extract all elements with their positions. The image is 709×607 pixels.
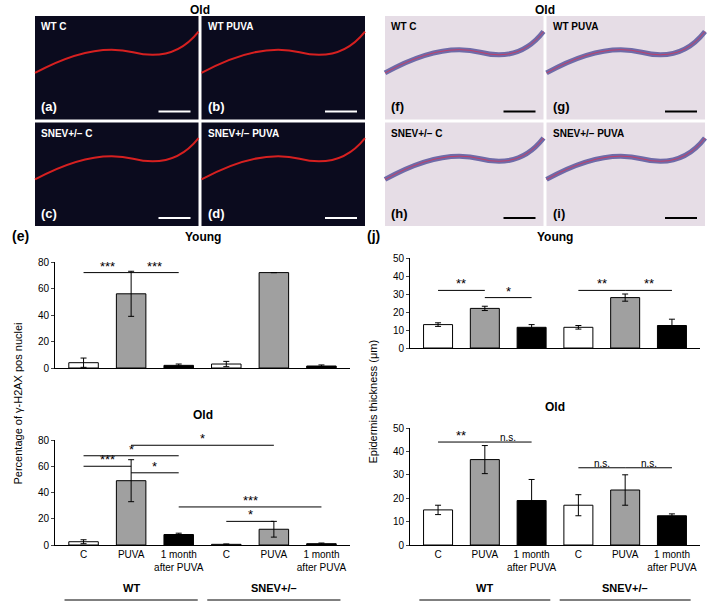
svg-text:***: ***	[100, 452, 115, 467]
svg-text:SNEV+/– PUVA: SNEV+/– PUVA	[553, 128, 624, 139]
svg-text:60: 60	[38, 461, 50, 472]
svg-text:20: 20	[38, 336, 50, 347]
svg-text:*: *	[152, 459, 157, 474]
svg-text:Young: Young	[537, 230, 573, 244]
svg-text:SNEV+/–: SNEV+/–	[251, 582, 297, 594]
svg-text:WT: WT	[476, 582, 493, 594]
svg-text:***: ***	[243, 493, 258, 508]
svg-text:Epidermis thickness (μm): Epidermis thickness (μm)	[367, 340, 379, 464]
svg-text:C: C	[575, 549, 582, 560]
svg-text:0: 0	[43, 363, 49, 374]
svg-text:(g): (g)	[553, 99, 570, 114]
svg-text:**: **	[644, 276, 654, 291]
svg-text:PUVA: PUVA	[261, 549, 288, 560]
svg-text:1 monthafter PUVA: 1 monthafter PUVA	[154, 549, 204, 573]
svg-text:0: 0	[398, 343, 404, 354]
svg-text:1 monthafter PUVA: 1 monthafter PUVA	[297, 549, 347, 573]
svg-text:*: *	[506, 284, 511, 299]
svg-text:SNEV+/– C: SNEV+/– C	[41, 128, 92, 139]
svg-text:WT: WT	[123, 582, 140, 594]
svg-text:***: ***	[100, 259, 115, 274]
svg-text:80: 80	[38, 257, 50, 268]
svg-text:PUVA: PUVA	[612, 549, 639, 560]
svg-text:(h): (h)	[391, 206, 408, 221]
svg-text:C: C	[434, 549, 441, 560]
svg-text:C: C	[223, 549, 230, 560]
svg-text:(i): (i)	[553, 206, 565, 221]
svg-text:(d): (d)	[208, 206, 225, 221]
svg-text:(a): (a)	[41, 99, 57, 114]
svg-text:***: ***	[147, 259, 162, 274]
svg-text:WT C: WT C	[391, 21, 417, 32]
svg-text:*: *	[200, 431, 205, 446]
svg-text:1 monthafter PUVA: 1 monthafter PUVA	[507, 549, 557, 573]
svg-text:PUVA: PUVA	[118, 549, 145, 560]
svg-text:PUVA: PUVA	[472, 549, 499, 560]
svg-text:Old: Old	[545, 400, 565, 414]
svg-text:60: 60	[38, 283, 50, 294]
svg-text:**: **	[456, 276, 466, 291]
svg-text:(e): (e)	[12, 228, 29, 244]
svg-text:Old: Old	[190, 3, 210, 17]
svg-text:20: 20	[393, 307, 405, 318]
svg-text:n.s.: n.s.	[500, 432, 516, 443]
svg-text:40: 40	[393, 446, 405, 457]
svg-text:SNEV+/– C: SNEV+/– C	[391, 128, 442, 139]
svg-text:Young: Young	[185, 230, 221, 244]
svg-text:WT PUVA: WT PUVA	[208, 21, 253, 32]
svg-text:50: 50	[393, 253, 405, 264]
svg-text:n.s.: n.s.	[594, 458, 610, 469]
svg-text:80: 80	[38, 435, 50, 446]
svg-text:**: **	[456, 428, 466, 443]
svg-text:20: 20	[38, 513, 50, 524]
svg-text:30: 30	[393, 469, 405, 480]
svg-text:1 monthafter PUVA: 1 monthafter PUVA	[647, 549, 697, 573]
svg-text:Old: Old	[535, 3, 555, 17]
svg-text:(f): (f)	[391, 99, 404, 114]
svg-text:n.s.: n.s.	[641, 458, 657, 469]
svg-text:50: 50	[393, 423, 405, 434]
svg-text:40: 40	[38, 310, 50, 321]
svg-text:**: **	[597, 276, 607, 291]
svg-text:SNEV+/–: SNEV+/–	[602, 582, 648, 594]
svg-text:*: *	[248, 507, 253, 522]
svg-text:Old: Old	[193, 408, 213, 422]
svg-text:WT C: WT C	[41, 21, 67, 32]
svg-text:40: 40	[38, 487, 50, 498]
svg-text:(c): (c)	[41, 206, 57, 221]
svg-text:10: 10	[393, 325, 405, 336]
svg-text:0: 0	[398, 540, 404, 551]
svg-text:20: 20	[393, 493, 405, 504]
svg-text:*: *	[129, 442, 134, 457]
svg-text:Percentage of γ-H2AX pos nucle: Percentage of γ-H2AX pos nuclei	[12, 322, 24, 484]
svg-text:0: 0	[43, 540, 49, 551]
svg-text:(j): (j)	[367, 228, 380, 244]
svg-text:40: 40	[393, 271, 405, 282]
svg-text:10: 10	[393, 516, 405, 527]
svg-text:30: 30	[393, 289, 405, 300]
svg-text:WT PUVA: WT PUVA	[553, 21, 598, 32]
svg-text:SNEV+/– PUVA: SNEV+/– PUVA	[208, 128, 279, 139]
svg-text:C: C	[80, 549, 87, 560]
svg-text:(b): (b)	[208, 99, 225, 114]
